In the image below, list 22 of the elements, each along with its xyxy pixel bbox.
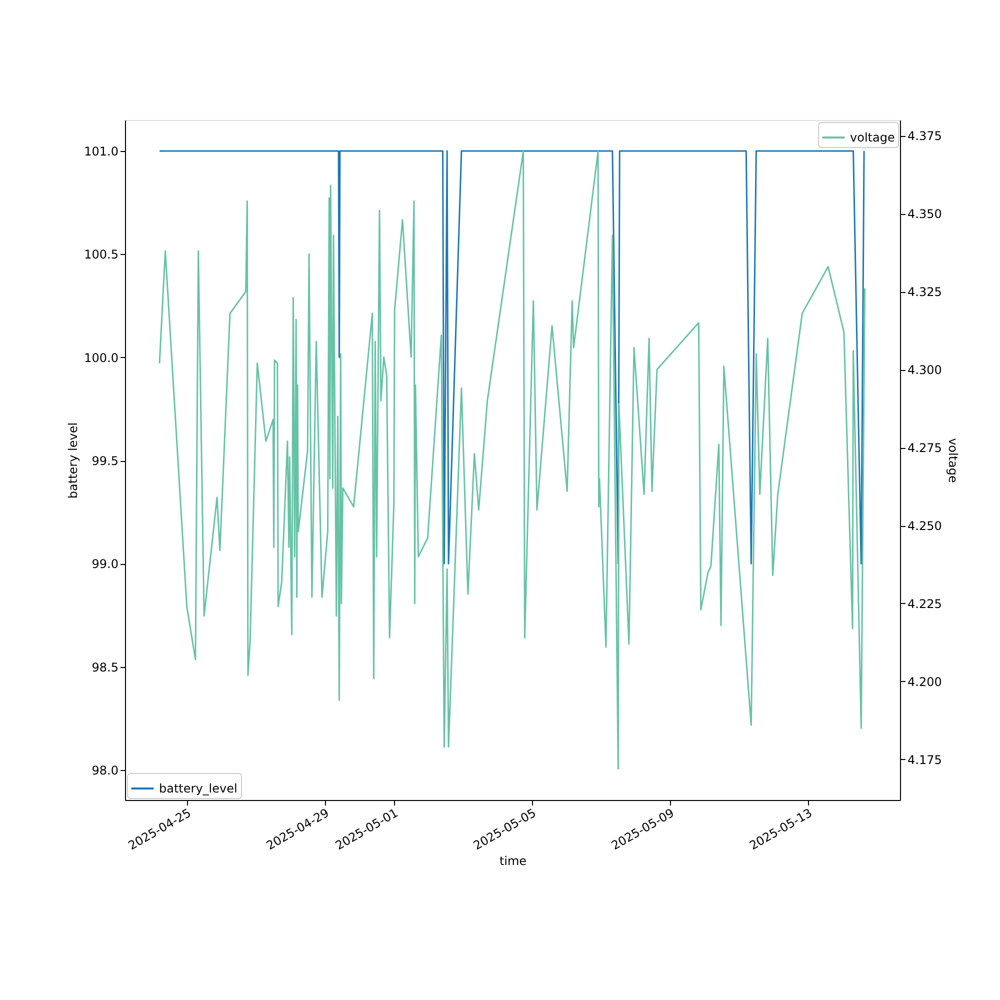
y2-tick-label: 4.200 (908, 674, 942, 689)
y-tick-label: 99.5 (92, 454, 118, 468)
y2-tick-label: 4.175 (908, 752, 942, 767)
y-tick-label: 99.0 (92, 557, 118, 572)
y2-tick-label: 4.350 (908, 207, 942, 222)
y-tick-label: 101.0 (84, 144, 118, 158)
y-tick-label: 100.0 (84, 350, 118, 365)
y-tick-label: 98.0 (92, 764, 118, 778)
y2-tick-label: 4.300 (908, 363, 942, 378)
legend-label: voltage (850, 130, 895, 144)
y2-tick-label: 4.225 (908, 596, 942, 611)
y2-tick-label: 4.275 (908, 441, 942, 456)
y2-tick-label: 4.325 (908, 285, 942, 300)
y2-tick-label: 4.375 (908, 129, 942, 144)
legend-label: battery_level (159, 782, 238, 796)
x-axis-title: time (499, 854, 527, 868)
line-series (158, 150, 866, 770)
y-tick-label: 100.5 (84, 248, 118, 262)
y-axis-title: battery level (66, 422, 80, 499)
y2-axis-title: voltage (946, 438, 960, 483)
y-tick-label: 98.5 (92, 660, 118, 674)
y2-tick-label: 4.250 (908, 519, 942, 534)
